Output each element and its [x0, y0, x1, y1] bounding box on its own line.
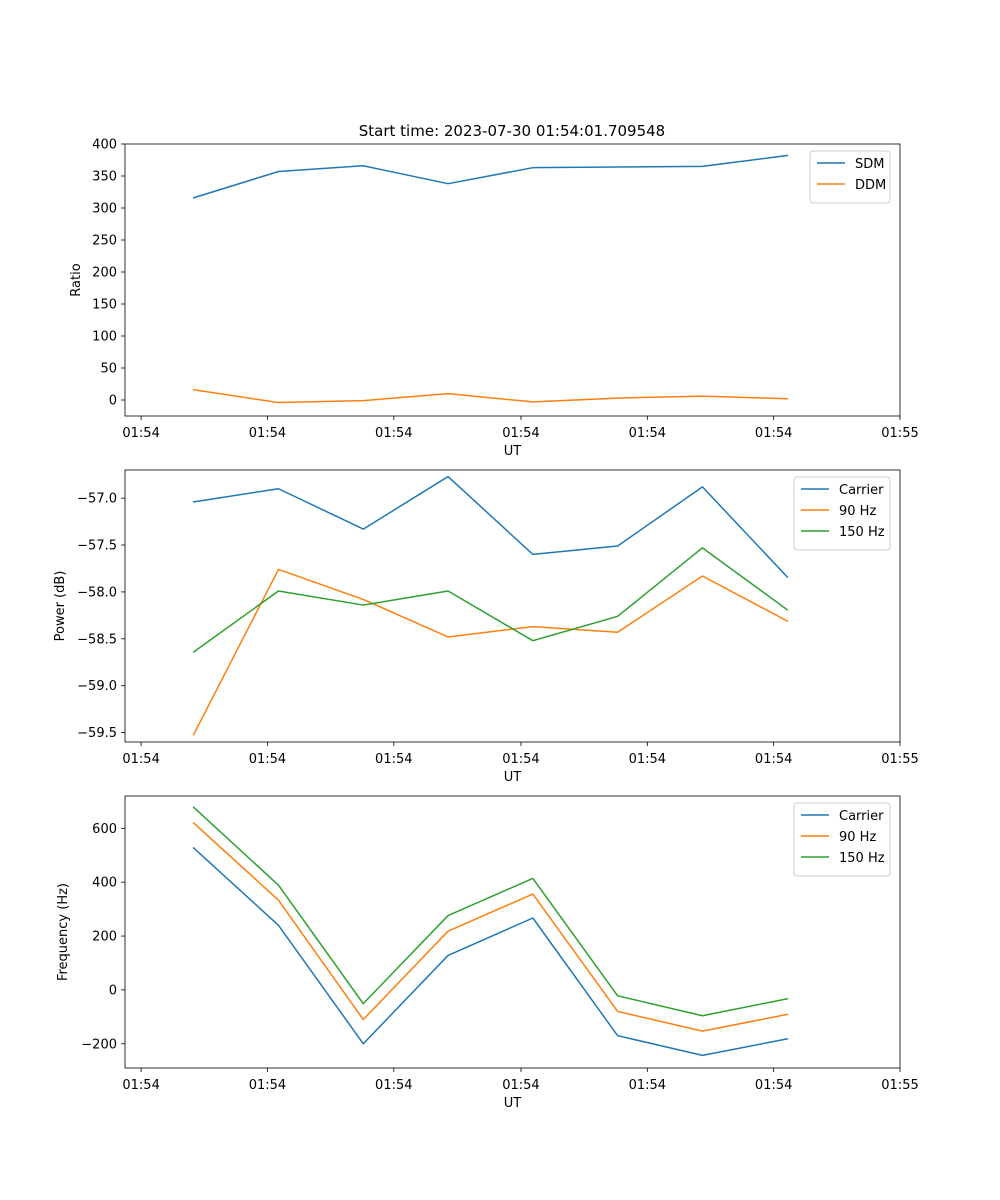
y-tick-label: 600 — [92, 822, 117, 837]
y-tick-label: −57.5 — [77, 539, 117, 554]
legend: Carrier 90 Hz 150 Hz — [793, 476, 891, 551]
x-tick-label: 01:54 — [249, 752, 286, 767]
x-tick-label: 01:54 — [629, 752, 666, 767]
y-tick-label: 200 — [92, 266, 117, 281]
y-tick-label: 200 — [92, 930, 117, 945]
y-tick-label: 300 — [92, 202, 117, 217]
x-tick-label: 01:54 — [755, 1078, 792, 1093]
y-tick-label: 250 — [92, 234, 117, 249]
y-axis-label: Power (dB) — [53, 571, 68, 642]
y-tick-label: −58.5 — [77, 632, 117, 647]
series-line-90-hz — [192, 821, 789, 1032]
x-axis-label: UT — [504, 444, 522, 459]
x-tick-label: 01:54 — [375, 1078, 412, 1093]
y-tick-label: 100 — [92, 330, 117, 345]
y-tick-label: 350 — [92, 170, 117, 185]
x-tick-label: 01:55 — [881, 426, 918, 441]
series-line-150-hz — [192, 547, 789, 654]
x-tick-label: 01:54 — [122, 1078, 159, 1093]
axes-frame — [124, 795, 901, 1069]
x-tick-label: 01:54 — [122, 426, 159, 441]
legend-label: Carrier — [839, 809, 884, 824]
x-axis-label: UT — [504, 770, 522, 785]
x-tick-label: 01:54 — [375, 426, 412, 441]
y-tick-label: 400 — [92, 876, 117, 891]
legend-box — [809, 150, 891, 204]
legend-label: Carrier — [839, 483, 884, 498]
series-line-150-hz — [192, 806, 789, 1017]
y-tick-label: −57.0 — [77, 492, 117, 507]
y-tick-label: 0 — [109, 394, 117, 409]
legend: SDM DDM — [809, 150, 891, 204]
x-tick-label: 01:54 — [629, 1078, 666, 1093]
ratio-panel: 01:54 01:54 01:54 01:54 01:54 01:54 01:55 0 50 10… — [69, 138, 919, 460]
x-tick-label: 01:54 — [502, 1078, 539, 1093]
x-tick-label: 01:55 — [881, 752, 918, 767]
x-axis-label: UT — [504, 1096, 522, 1111]
power-panel: 01:54 01:54 01:54 01:54 01:54 01:54 01:55 −59.5… — [53, 469, 919, 785]
legend-label: 90 Hz — [839, 504, 876, 519]
x-tick-label: 01:54 — [629, 426, 666, 441]
x-tick-label: 01:54 — [249, 1078, 286, 1093]
x-tick-label: 01:55 — [881, 1078, 918, 1093]
y-tick-label: 400 — [92, 138, 117, 153]
axes-frame — [124, 143, 901, 417]
y-tick-label: −58.0 — [77, 585, 117, 600]
legend-label: DDM — [855, 178, 886, 193]
series-line-sdm — [192, 154, 789, 199]
legend: Carrier 90 Hz 150 Hz — [793, 802, 891, 877]
frequency-panel: 01:54 01:54 01:54 01:54 01:54 01:54 01:55 −200 0… — [56, 795, 919, 1111]
y-tick-label: 150 — [92, 298, 117, 313]
y-tick-label: −59.5 — [77, 726, 117, 741]
y-tick-label: −59.0 — [77, 679, 117, 694]
series-line-ddm — [192, 388, 789, 404]
x-tick-label: 01:54 — [122, 752, 159, 767]
legend-label: 90 Hz — [839, 830, 876, 845]
y-tick-label: 50 — [100, 362, 117, 377]
x-tick-label: 01:54 — [755, 752, 792, 767]
y-axis-label: Ratio — [69, 263, 84, 296]
series-line-90-hz — [192, 568, 789, 736]
legend-label: 150 Hz — [839, 851, 885, 866]
x-tick-label: 01:54 — [375, 752, 412, 767]
figure-title: Start time: 2023-07-30 01:54:01.709548 — [359, 122, 665, 140]
y-tick-label: 0 — [109, 983, 117, 998]
x-tick-label: 01:54 — [502, 426, 539, 441]
y-axis-label: Frequency (Hz) — [56, 883, 71, 981]
x-tick-label: 01:54 — [502, 752, 539, 767]
y-tick-label: −200 — [81, 1037, 117, 1052]
x-tick-label: 01:54 — [755, 426, 792, 441]
legend-label: SDM — [855, 157, 884, 172]
series-line-carrier — [192, 846, 789, 1057]
series-line-carrier — [192, 475, 789, 578]
x-tick-label: 01:54 — [249, 426, 286, 441]
legend-label: 150 Hz — [839, 525, 885, 540]
axes-frame — [124, 469, 901, 743]
